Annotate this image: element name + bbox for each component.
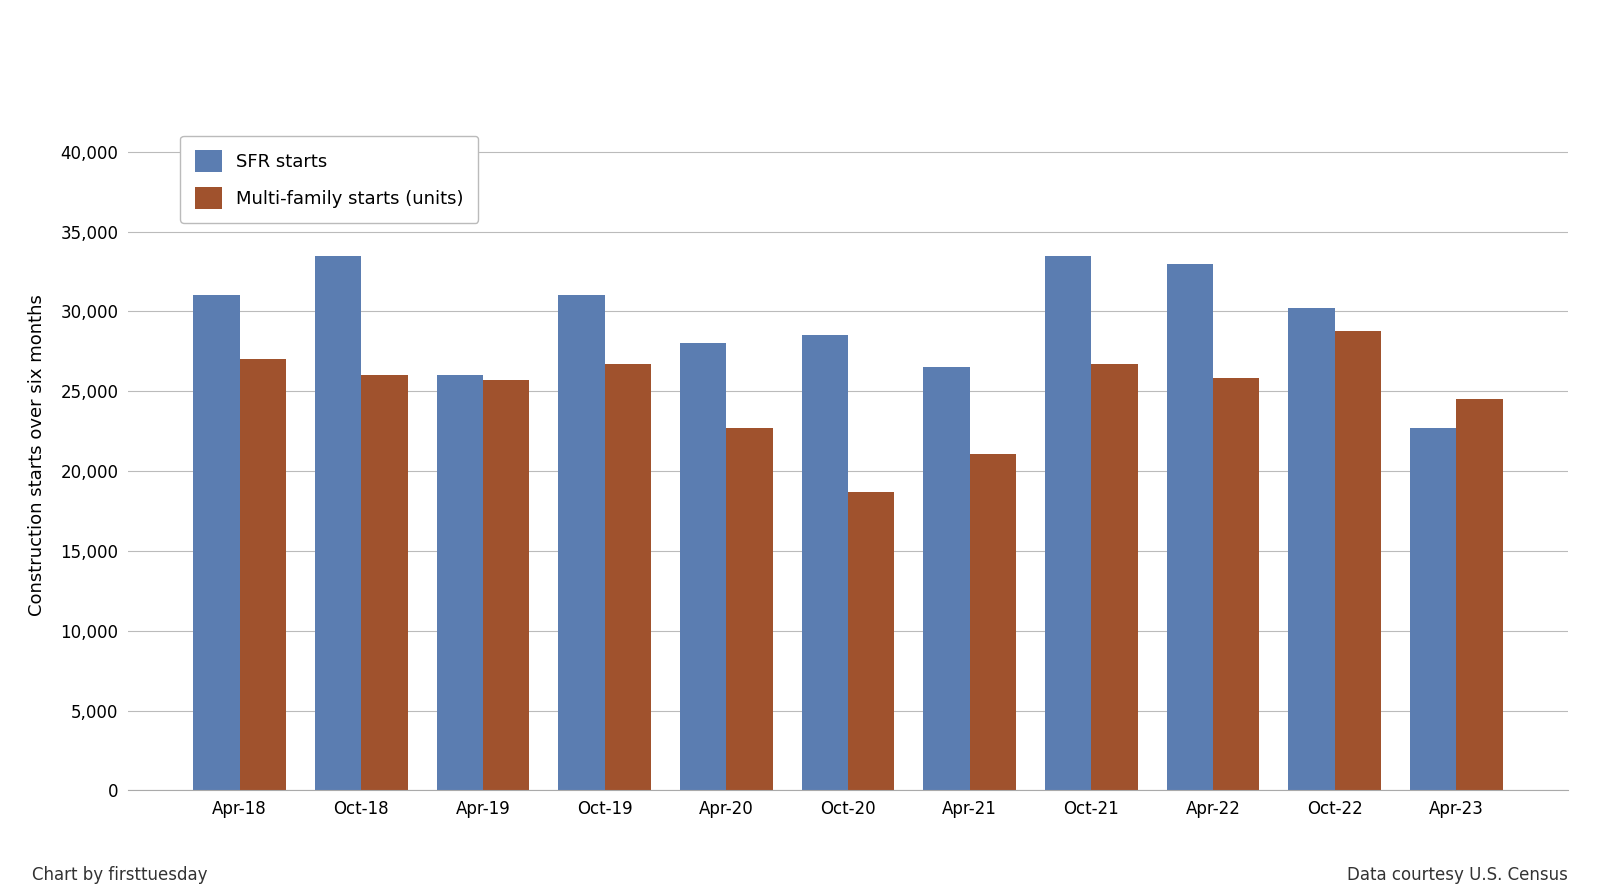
Bar — [848, 492, 894, 790]
Bar — [194, 296, 240, 790]
Bar — [923, 368, 970, 790]
Bar — [315, 256, 362, 790]
Bar — [362, 376, 408, 790]
Bar — [1045, 256, 1091, 790]
Bar — [1334, 330, 1381, 790]
Bar — [802, 336, 848, 790]
Bar — [1456, 400, 1502, 790]
Bar — [726, 428, 773, 790]
Legend: SFR starts, Multi-family starts (units): SFR starts, Multi-family starts (units) — [181, 136, 478, 223]
Bar — [483, 380, 530, 790]
Bar — [605, 364, 651, 790]
Bar — [970, 454, 1016, 790]
Bar — [558, 296, 605, 790]
Bar — [240, 360, 286, 790]
Bar — [437, 376, 483, 790]
Bar — [1166, 264, 1213, 790]
Bar — [1213, 378, 1259, 790]
Text: Chart by firsttuesday: Chart by firsttuesday — [32, 866, 208, 884]
Bar — [1410, 428, 1456, 790]
Bar — [680, 344, 726, 790]
Text: Data courtesy U.S. Census: Data courtesy U.S. Census — [1347, 866, 1568, 884]
Y-axis label: Construction starts over six months: Construction starts over six months — [29, 294, 46, 616]
Bar — [1091, 364, 1138, 790]
Text: California SFR & Multi-family Housing Starts: Semi-annual phases: California SFR & Multi-family Housing St… — [285, 38, 1315, 67]
Bar — [1288, 308, 1334, 790]
